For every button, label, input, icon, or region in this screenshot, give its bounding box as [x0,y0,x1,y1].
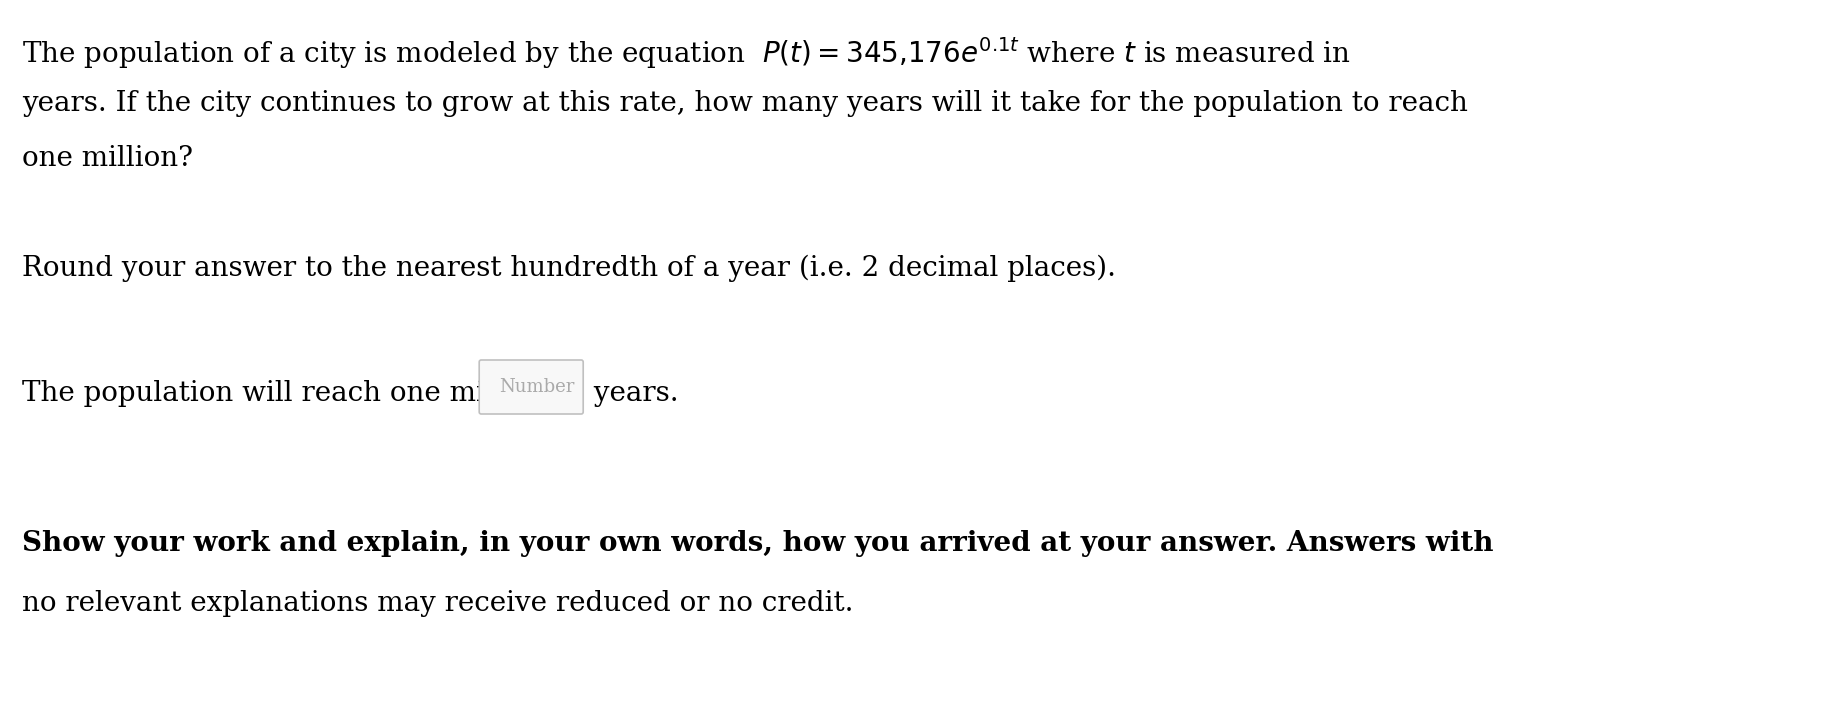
Text: The population will reach one million in: The population will reach one million in [22,380,590,407]
Text: one million?: one million? [22,145,193,172]
Text: Number: Number [499,378,574,396]
Text: years. If the city continues to grow at this rate, how many years will it take f: years. If the city continues to grow at … [22,90,1469,117]
Text: no relevant explanations may receive reduced or no credit.: no relevant explanations may receive red… [22,590,853,617]
Text: Round your answer to the nearest hundredth of a year (i.e. 2 decimal places).: Round your answer to the nearest hundred… [22,255,1117,282]
FancyBboxPatch shape [479,360,583,414]
Text: years.: years. [585,380,680,407]
Text: Show your work and explain, in your own words, how you arrived at your answer. A: Show your work and explain, in your own … [22,530,1494,557]
Text: The population of a city is modeled by the equation  $P(t) = 345{,}176e^{0.1t}$ : The population of a city is modeled by t… [22,35,1350,71]
